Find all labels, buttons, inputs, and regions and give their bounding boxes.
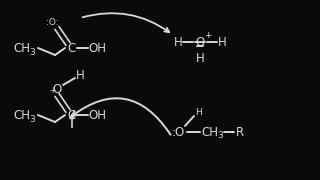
Text: CH: CH — [13, 42, 30, 55]
Text: C: C — [68, 42, 76, 55]
Text: +: + — [204, 30, 212, 39]
Text: H: H — [196, 51, 204, 64]
Text: CH: CH — [13, 109, 30, 122]
Text: O: O — [196, 35, 204, 48]
Text: OH: OH — [88, 42, 106, 55]
Text: H: H — [195, 107, 201, 116]
Text: +: + — [49, 86, 55, 94]
Text: :O: :O — [172, 125, 185, 138]
Text: 3: 3 — [29, 48, 35, 57]
Text: 3: 3 — [217, 132, 223, 141]
Text: 3: 3 — [29, 114, 35, 123]
Text: OH: OH — [88, 109, 106, 122]
Text: R: R — [236, 125, 244, 138]
Text: H: H — [174, 35, 182, 48]
Text: O: O — [52, 82, 62, 96]
Text: CH: CH — [202, 125, 219, 138]
Text: H: H — [218, 35, 226, 48]
Text: C: C — [68, 109, 76, 122]
Text: H: H — [76, 69, 84, 82]
Text: :O:: :O: — [46, 17, 58, 26]
